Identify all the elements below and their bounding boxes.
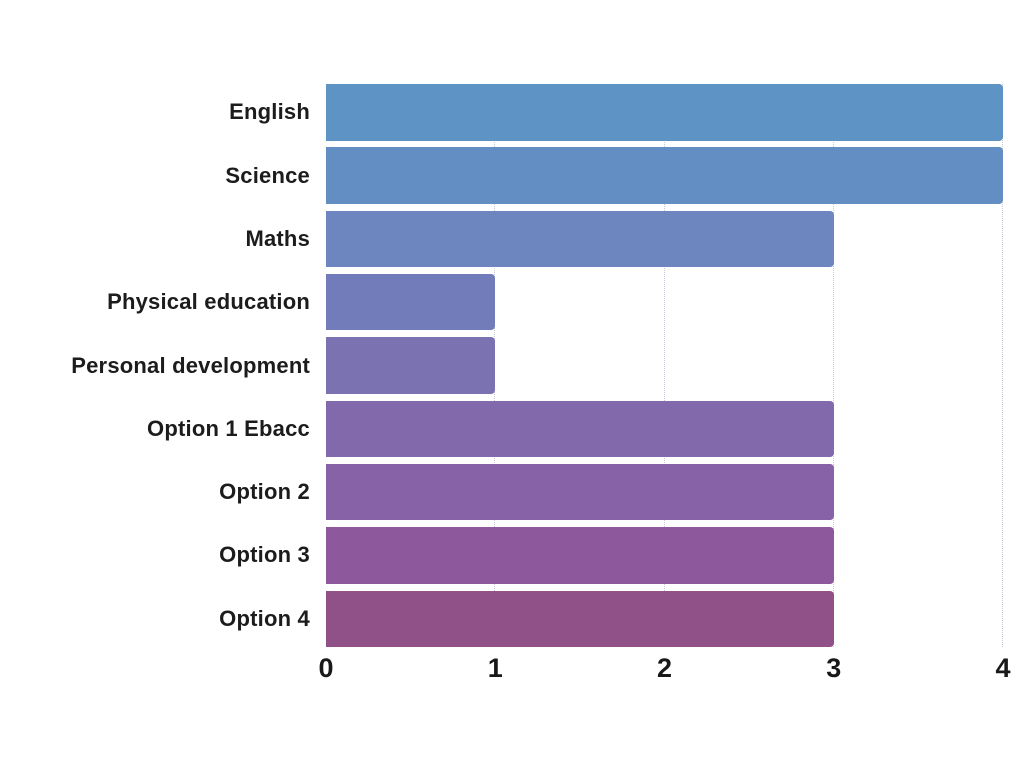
x-tick-label: 1 (487, 653, 503, 683)
x-tick-label: 2 (656, 653, 673, 683)
bar-row (326, 463, 1003, 521)
bar-option-2 (326, 463, 834, 521)
bar-maths (326, 210, 834, 268)
bar-row (326, 84, 1003, 141)
bar-row (326, 337, 1003, 394)
bar-option-4 (326, 590, 834, 647)
bar-row (326, 400, 1003, 458)
bar-row (326, 273, 1003, 331)
bar-personal-development (326, 337, 496, 394)
bar-row (326, 210, 1003, 268)
category-label: Option 3 (219, 542, 310, 568)
bar-option-1-ebacc (326, 400, 834, 458)
bar-option-3 (326, 527, 834, 584)
bar-physical-education (326, 273, 496, 331)
category-label: Physical education (107, 289, 310, 315)
x-tick-label: 3 (826, 653, 842, 683)
plot-area (326, 84, 1003, 647)
bar-row (326, 590, 1003, 647)
bar-english (326, 84, 1003, 141)
bar-row (326, 147, 1003, 204)
gridline (663, 84, 665, 647)
x-tick-label: 4 (995, 653, 1011, 683)
bar-science (326, 147, 1003, 204)
category-label: Science (225, 162, 310, 188)
bar-row (326, 527, 1003, 584)
value-axis: 0 1 2 3 4 (318, 653, 1010, 695)
category-axis: English Science Maths Physical education Per… (0, 84, 310, 647)
category-label: Option 2 (219, 479, 310, 505)
category-label: English (229, 99, 310, 125)
category-label: Option 1 Ebacc (147, 415, 310, 441)
category-label: Option 4 (219, 605, 310, 631)
category-label: Maths (245, 225, 310, 251)
category-label: Personal development (71, 352, 310, 378)
x-tick-label: 0 (318, 653, 334, 683)
gridline (1002, 84, 1003, 647)
gridline (832, 84, 834, 647)
